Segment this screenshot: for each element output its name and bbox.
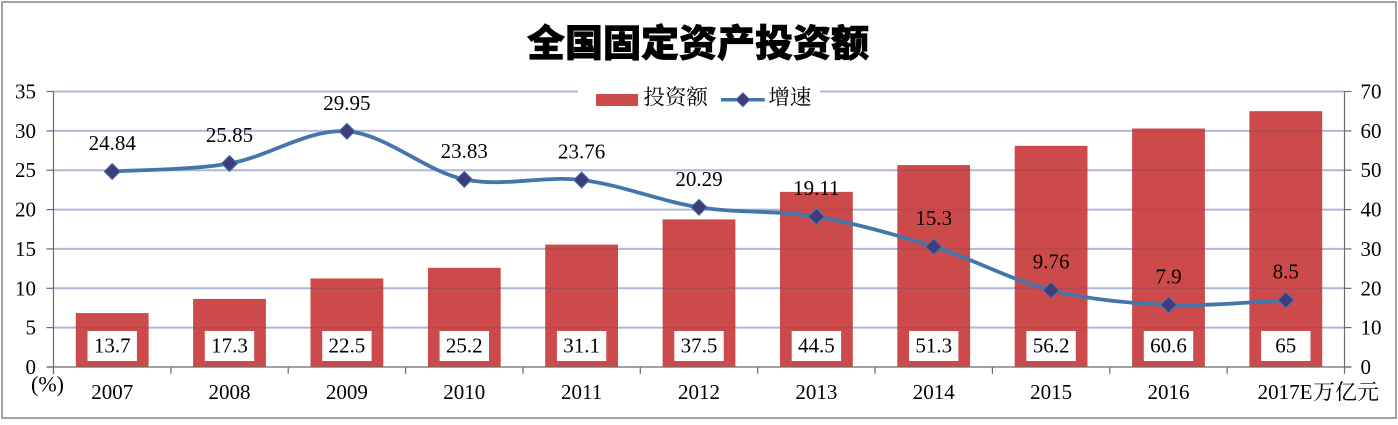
svg-text:增速: 增速 xyxy=(768,81,811,112)
svg-text:30: 30 xyxy=(15,119,36,143)
svg-text:20: 20 xyxy=(15,198,36,222)
svg-text:50: 50 xyxy=(1361,158,1382,182)
svg-text:56.2: 56.2 xyxy=(1033,334,1070,358)
svg-text:37.5: 37.5 xyxy=(681,334,718,358)
svg-text:0: 0 xyxy=(1361,355,1372,379)
svg-text:25: 25 xyxy=(15,158,36,182)
svg-text:29.95: 29.95 xyxy=(323,91,370,115)
svg-text:10: 10 xyxy=(15,276,36,300)
svg-text:15.3: 15.3 xyxy=(915,206,952,230)
svg-text:51.3: 51.3 xyxy=(915,334,952,358)
svg-text:31.1: 31.1 xyxy=(563,334,600,358)
svg-text:17.3: 17.3 xyxy=(211,334,248,358)
svg-text:7.9: 7.9 xyxy=(1155,264,1181,288)
svg-text:2007: 2007 xyxy=(91,380,133,404)
svg-text:30: 30 xyxy=(1361,237,1382,261)
svg-text:13.7: 13.7 xyxy=(94,334,131,358)
svg-text:2016: 2016 xyxy=(1148,380,1190,404)
svg-text:2010: 2010 xyxy=(443,380,485,404)
svg-text:25.85: 25.85 xyxy=(206,123,253,147)
svg-text:22.5: 22.5 xyxy=(329,334,366,358)
svg-text:2012: 2012 xyxy=(678,380,720,404)
svg-text:2017E: 2017E xyxy=(1258,380,1313,404)
svg-text:8.5: 8.5 xyxy=(1273,260,1299,284)
svg-text:40: 40 xyxy=(1361,198,1382,222)
svg-text:23.76: 23.76 xyxy=(558,140,605,164)
svg-text:全国固定资产投资额: 全国固定资产投资额 xyxy=(527,13,869,68)
svg-text:万亿元: 万亿元 xyxy=(1313,376,1379,407)
svg-text:20: 20 xyxy=(1361,276,1382,300)
svg-text:2013: 2013 xyxy=(795,380,837,404)
svg-text:投资额: 投资额 xyxy=(643,81,708,112)
svg-text:9.76: 9.76 xyxy=(1033,250,1070,274)
svg-text:2011: 2011 xyxy=(561,380,602,404)
svg-text:44.5: 44.5 xyxy=(798,334,835,358)
svg-text:2008: 2008 xyxy=(209,380,251,404)
svg-text:24.84: 24.84 xyxy=(89,131,137,155)
svg-text:65: 65 xyxy=(1275,334,1296,358)
svg-text:2009: 2009 xyxy=(326,380,368,404)
svg-text:2015: 2015 xyxy=(1030,380,1072,404)
svg-text:23.83: 23.83 xyxy=(441,139,488,163)
svg-text:0: 0 xyxy=(26,355,37,379)
svg-text:15: 15 xyxy=(15,237,36,261)
svg-text:19.11: 19.11 xyxy=(793,176,839,200)
svg-text:2014: 2014 xyxy=(913,380,956,404)
svg-text:60: 60 xyxy=(1361,119,1382,143)
svg-text:60.6: 60.6 xyxy=(1150,334,1187,358)
svg-text:5: 5 xyxy=(26,316,37,340)
svg-text:70: 70 xyxy=(1361,80,1382,104)
svg-text:(%): (%) xyxy=(31,372,64,397)
svg-text:35: 35 xyxy=(15,80,36,104)
svg-text:20.29: 20.29 xyxy=(675,167,722,191)
svg-text:10: 10 xyxy=(1361,316,1382,340)
svg-text:25.2: 25.2 xyxy=(446,334,483,358)
